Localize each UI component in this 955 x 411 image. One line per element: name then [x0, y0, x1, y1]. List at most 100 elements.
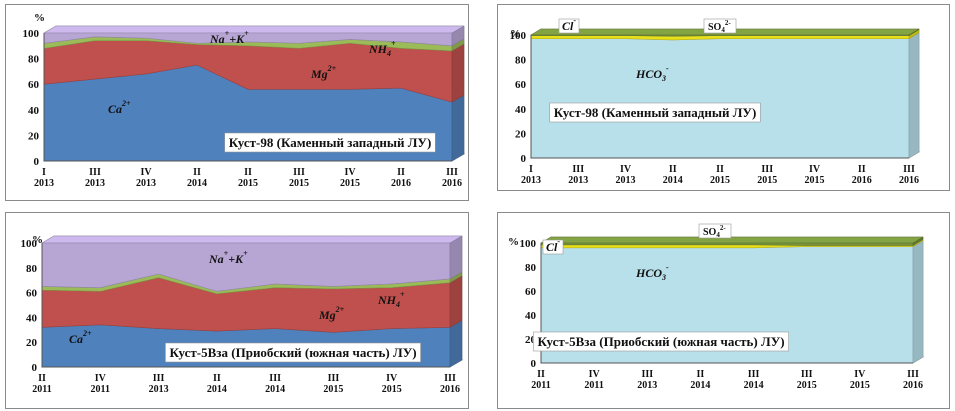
y-tick-label: 0: [34, 156, 40, 168]
chart-title: Куст-5Вза (Приобский (южная часть) ЛУ): [537, 334, 784, 349]
x-tick-quarter: IV: [140, 167, 152, 178]
x-tick-year: 2015: [323, 384, 343, 395]
series-label-1: Mg2+: [310, 64, 337, 81]
y-tick-label: 60: [515, 79, 527, 91]
x-tick-year: 2014: [187, 178, 207, 189]
x-tick-quarter: IV: [620, 164, 632, 175]
x-tick-year: 2016: [903, 380, 923, 391]
chart-panel-4: 0 20 40 60 80 100 II 2011 IV 2011 III 2013 II 2014 III…: [497, 212, 950, 409]
chart-title-box: [549, 102, 761, 123]
x-tick-year: 2016: [852, 175, 872, 186]
chart-title: Куст-98 (Каменный западный ЛУ): [554, 105, 757, 120]
x-tick-year: 2015: [238, 178, 258, 189]
y-tick-label: 0: [32, 362, 38, 374]
x-tick-quarter: III: [446, 167, 458, 178]
chart-panel-1: 0 20 40 60 80 100 I 2013 III 2013 IV 2013 II 2014 II 20…: [5, 4, 469, 201]
series-label-box: [703, 18, 737, 34]
x-tick-quarter: III: [903, 164, 915, 175]
series-label-1: Mg2+: [318, 305, 345, 322]
series-label-1: Cl-: [562, 16, 576, 33]
series-top-face-3: [43, 25, 465, 34]
x-tick-quarter: II: [716, 164, 724, 175]
x-tick-quarter: IV: [344, 167, 356, 178]
series-label-0: HCO3-: [635, 64, 669, 83]
x-tick-year: 2013: [136, 178, 156, 189]
series-area-0: [530, 38, 910, 159]
series-label-box: [558, 18, 580, 34]
chart-title: Куст-98 (Каменный западный ЛУ): [229, 135, 432, 150]
series-side-face-0: [908, 32, 920, 159]
chart-title-box: [165, 342, 421, 363]
series-label-3: Na++K+: [209, 29, 249, 46]
x-tick-year: 2015: [710, 175, 730, 186]
x-tick-quarter: IV: [386, 373, 398, 384]
y-tick-label: 20: [515, 128, 527, 140]
x-tick-quarter: III: [328, 373, 340, 384]
y-tick-label: 80: [515, 55, 527, 67]
series-top-face-3: [41, 235, 463, 244]
y-tick-label: 20: [26, 337, 38, 349]
chart-kust98-cations: 020406080100I2013III2013IV2013II2014II20…: [23, 12, 466, 189]
x-tick-year: 2014: [663, 175, 683, 186]
x-tick-quarter: IV: [809, 164, 821, 175]
series-label-0: Ca2+: [108, 99, 131, 116]
x-tick-year: 2015: [797, 380, 817, 391]
x-tick-quarter: II: [213, 373, 221, 384]
y-tick-label: 20: [28, 130, 40, 142]
x-tick-quarter: II: [858, 164, 866, 175]
series-label-box: [542, 239, 564, 255]
y-tick-label: 60: [26, 288, 38, 300]
series-side-face-1: [449, 275, 463, 328]
x-tick-quarter: III: [293, 167, 305, 178]
x-tick-quarter: II: [669, 164, 677, 175]
x-tick-quarter: IV: [589, 369, 601, 380]
series-area-2: [540, 242, 914, 246]
x-tick-year: 2015: [805, 175, 825, 186]
x-tick-quarter: IV: [95, 373, 107, 384]
x-tick-year: 2011: [531, 380, 550, 391]
series-label-0: Ca2+: [69, 329, 92, 346]
series-side-face-0: [912, 240, 924, 364]
x-tick-quarter: III: [572, 164, 584, 175]
x-tick-year: 2015: [382, 384, 402, 395]
series-side-face-2: [908, 28, 920, 37]
series-side-face-2: [912, 236, 924, 246]
x-tick-year: 2014: [207, 384, 227, 395]
series-side-face-1: [451, 43, 465, 103]
x-tick-year: 2016: [440, 384, 460, 395]
x-tick-year: 2013: [521, 175, 541, 186]
x-tick-year: 2015: [289, 178, 309, 189]
x-tick-quarter: II: [397, 167, 405, 178]
x-tick-quarter: III: [89, 167, 101, 178]
series-label-2: NH4+: [368, 39, 396, 58]
chart-title-box: [224, 132, 436, 153]
chart-panel-3: 0 20 40 60 80 100 II 2011 IV 2011 III 2013 II 2014 III…: [5, 212, 469, 409]
chart-kust5vza-cations: 020406080100II2011IV2011III2013II2014III…: [21, 234, 464, 395]
series-side-face-0: [449, 319, 463, 368]
y-tick-label: 80: [525, 262, 537, 274]
y-tick-label: 100: [23, 28, 40, 40]
series-label-box: [698, 223, 732, 239]
x-tick-quarter: I: [529, 164, 533, 175]
x-tick-quarter: IV: [854, 369, 866, 380]
x-tick-year: 2013: [568, 175, 588, 186]
x-tick-year: 2016: [391, 178, 411, 189]
y-axis-unit: %: [508, 236, 519, 248]
series-label-1: Cl-: [546, 237, 560, 254]
x-tick-year: 2011: [32, 384, 51, 395]
x-tick-quarter: I: [42, 167, 46, 178]
x-tick-quarter: III: [269, 373, 281, 384]
chart-title: Куст-5Вза (Приобский (южная часть) ЛУ): [169, 345, 416, 360]
x-tick-year: 2013: [149, 384, 169, 395]
x-tick-quarter: III: [748, 369, 760, 380]
chart-title-box: [533, 331, 789, 352]
x-tick-year: 2013: [34, 178, 54, 189]
y-axis-unit: %: [34, 12, 45, 24]
series-label-so4: SO42-: [703, 224, 726, 239]
y-tick-label: 100: [520, 238, 537, 250]
x-tick-year: 2016: [899, 175, 919, 186]
x-tick-year: 2015: [757, 175, 777, 186]
x-tick-year: 2011: [584, 380, 603, 391]
x-tick-quarter: II: [193, 167, 201, 178]
y-axis-unit: %: [32, 234, 43, 246]
